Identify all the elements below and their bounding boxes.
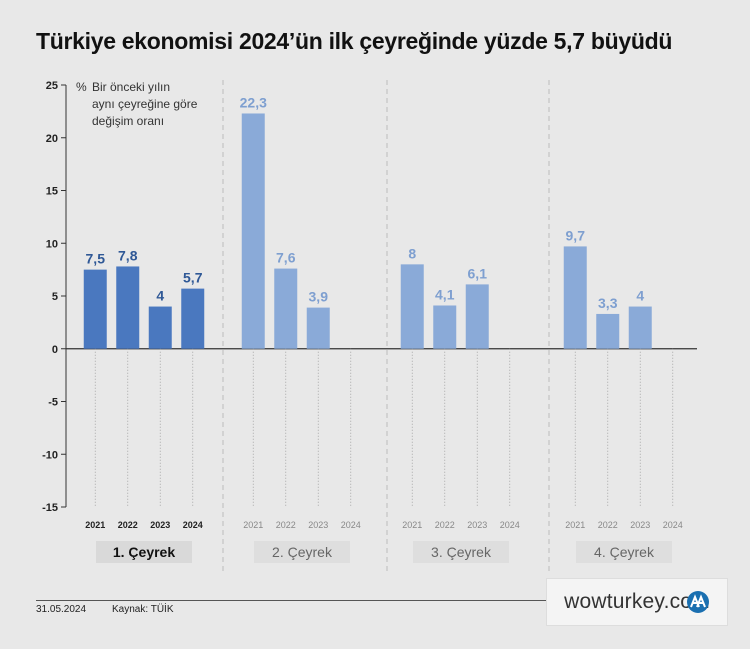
bar [148, 306, 172, 349]
bar-value-label: 4 [636, 288, 644, 304]
y-tick-label: 20 [46, 133, 58, 145]
bar [433, 305, 457, 349]
bar [181, 288, 205, 349]
footer-source: Kaynak: TÜİK [112, 604, 174, 615]
y-tick-label: 0 [52, 344, 58, 356]
footer-date: 31.05.2024 [36, 604, 87, 615]
x-tick-year-label: 2024 [663, 520, 683, 530]
x-tick-year-label: 2023 [308, 520, 328, 530]
bar [306, 307, 330, 349]
x-tick-year-label: 2024 [341, 520, 361, 530]
x-tick-year-label: 2021 [565, 520, 585, 530]
group-label: 2. Çeyrek [272, 544, 333, 560]
watermark-text: wowturkey.com [564, 590, 710, 613]
group-label-box [96, 541, 192, 563]
y-tick-label: 25 [46, 80, 58, 92]
footer-divider [36, 600, 676, 601]
aa-logo-icon [687, 591, 709, 613]
bar [465, 284, 489, 349]
x-tick-year-label: 2024 [183, 520, 203, 530]
watermark: wowturkey.com [546, 578, 728, 626]
chart-title: Türkiye ekonomisi 2024’ün ilk çeyreğinde… [36, 28, 673, 54]
bar [563, 246, 587, 349]
x-tick-year-label: 2024 [500, 520, 520, 530]
y-tick-label: -10 [42, 449, 58, 461]
y-tick-label: -5 [48, 397, 58, 409]
y-unit-label: % [76, 80, 87, 94]
group-label-box [576, 541, 672, 563]
group-label: 4. Çeyrek [594, 544, 655, 560]
y-tick-label: 10 [46, 238, 58, 250]
group-label: 1. Çeyrek [113, 544, 175, 560]
y-tick-label: -15 [42, 502, 58, 514]
bar [400, 264, 424, 349]
y-axis-label-line: değişim oranı [92, 114, 164, 128]
group-label: 3. Çeyrek [431, 544, 492, 560]
bar-value-label: 5,7 [183, 270, 203, 286]
x-tick-year-label: 2023 [467, 520, 487, 530]
bar-value-label: 7,5 [86, 251, 106, 267]
x-tick-year-label: 2022 [276, 520, 296, 530]
bar [241, 113, 265, 349]
x-tick-year-label: 2022 [598, 520, 618, 530]
bar-value-label: 22,3 [240, 94, 267, 110]
x-tick-year-label: 2022 [118, 520, 138, 530]
group-label-box [254, 541, 350, 563]
y-axis-label-line: Bir önceki yılın [92, 80, 170, 94]
x-tick-year-label: 2021 [85, 520, 105, 530]
bar-value-label: 6,1 [468, 265, 488, 281]
bar [83, 269, 107, 349]
bar [596, 313, 620, 349]
bar [628, 306, 652, 349]
bar-value-label: 8 [408, 245, 416, 261]
x-tick-year-label: 2022 [435, 520, 455, 530]
y-axis-label-line: aynı çeyreğine göre [92, 97, 198, 111]
bar-value-label: 4 [156, 288, 164, 304]
y-tick-label: 5 [52, 291, 58, 303]
x-tick-year-label: 2023 [630, 520, 650, 530]
x-tick-year-label: 2021 [402, 520, 422, 530]
bar-value-label: 4,1 [435, 286, 455, 302]
bar [274, 268, 298, 349]
x-tick-year-label: 2023 [150, 520, 170, 530]
bar-value-label: 3,9 [309, 289, 329, 305]
bar-value-label: 7,6 [276, 250, 296, 266]
bar-value-label: 9,7 [566, 227, 586, 243]
bar-value-label: 7,8 [118, 247, 138, 263]
group-label-box [413, 541, 509, 563]
y-tick-label: 15 [46, 186, 58, 198]
bar-value-label: 3,3 [598, 295, 618, 311]
bar [116, 266, 140, 349]
x-tick-year-label: 2021 [243, 520, 263, 530]
bar-chart: 25 20 15 10 5 0 -5 -10 -15% Bir önceki yılın aynı … [42, 80, 697, 575]
